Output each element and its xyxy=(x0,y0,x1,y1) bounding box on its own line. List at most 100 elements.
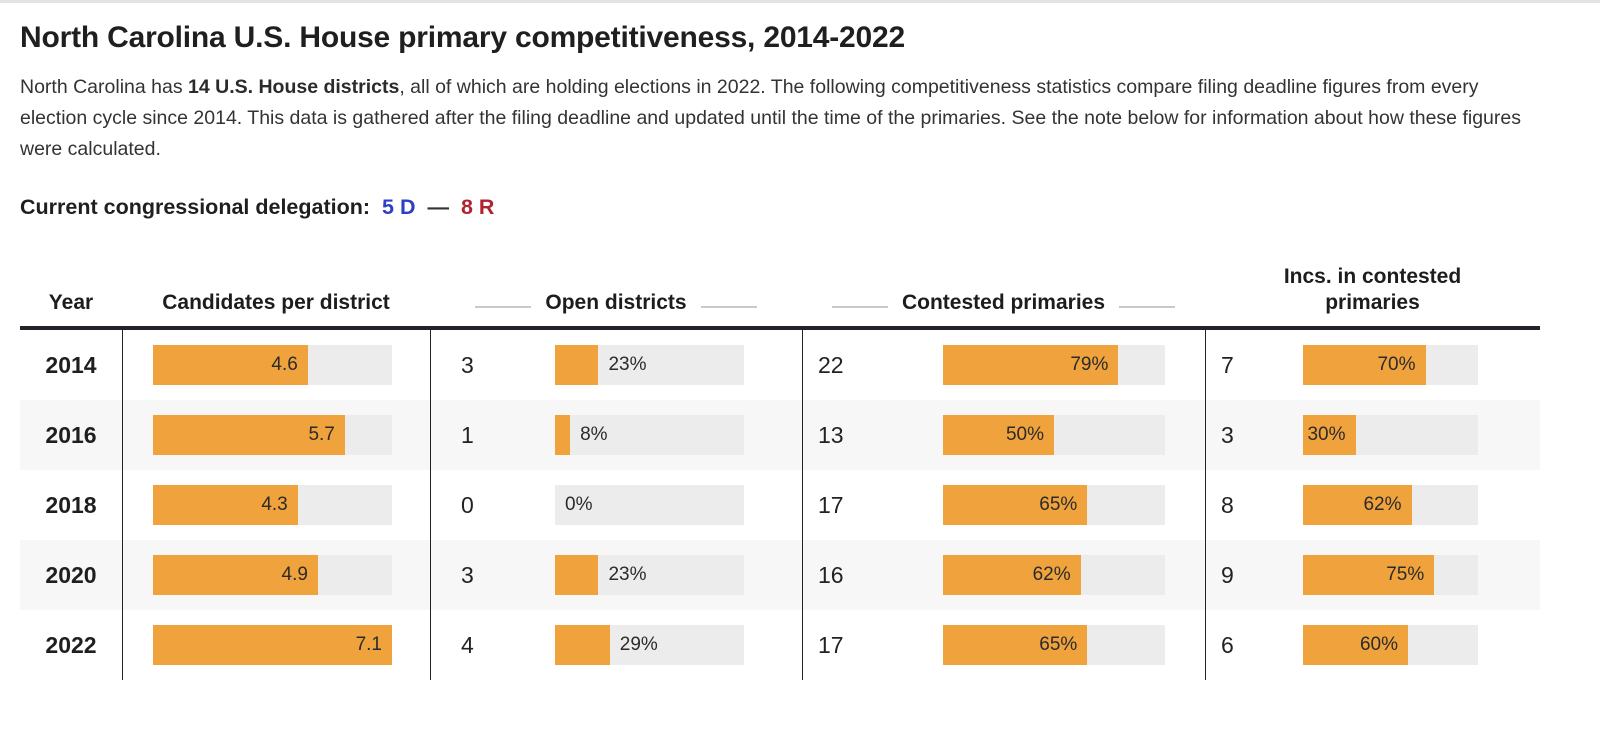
bar-value-label: 65% xyxy=(1039,634,1078,655)
bar-track: 79% xyxy=(943,345,1165,385)
bar-value-label: 23% xyxy=(608,564,647,585)
open-districts-count: 0 xyxy=(461,491,474,518)
bar-track: 4.9 xyxy=(153,555,392,595)
contested-primaries-cell: 17 65% xyxy=(802,610,1205,680)
page-content: North Carolina U.S. House primary compet… xyxy=(0,21,1600,680)
table-row: 2016 5.7 1 8% 13 50% 3 30% xyxy=(20,400,1540,470)
bar-fill xyxy=(943,345,1119,385)
contested-primaries-count: 17 xyxy=(818,491,844,518)
contested-primaries-cell: 22 79% xyxy=(802,330,1205,400)
open-districts-cell: 0 0% xyxy=(430,470,802,540)
bar-value-label: 50% xyxy=(1005,424,1044,445)
bar-value-label: 62% xyxy=(1363,494,1402,515)
open-districts-cell: 3 23% xyxy=(430,330,802,400)
open-districts-count: 1 xyxy=(461,421,474,448)
page-title: North Carolina U.S. House primary compet… xyxy=(20,21,905,54)
bar-fill xyxy=(1303,625,1408,665)
bar-track: 65% xyxy=(943,485,1165,525)
bar-fill xyxy=(1303,345,1426,385)
bar-value-label: 4.3 xyxy=(261,494,288,515)
bar-track: 62% xyxy=(1303,485,1478,525)
bar-value-label: 4.6 xyxy=(271,354,298,375)
bar-track: 50% xyxy=(943,415,1165,455)
incs-in-contested-primaries-cell: 9 75% xyxy=(1205,540,1540,610)
open-districts-cell: 1 8% xyxy=(430,400,802,470)
bar-track: 29% xyxy=(555,625,744,665)
candidates-per-district-cell: 4.3 xyxy=(122,470,430,540)
intro-districts-bold: 14 U.S. House districts xyxy=(188,76,400,98)
candidates-per-district-cell: 7.1 xyxy=(122,610,430,680)
incs-in-contested-primaries-cell: 6 60% xyxy=(1205,610,1540,680)
open-districts-cell: 4 29% xyxy=(430,610,802,680)
column-header-label: Candidates per district xyxy=(162,291,390,314)
intro-text-start: North Carolina has xyxy=(20,76,188,98)
open-districts-count: 4 xyxy=(461,631,474,658)
bar-track: 65% xyxy=(943,625,1165,665)
incs-count: 8 xyxy=(1221,491,1234,518)
bar-fill xyxy=(555,555,599,595)
bar-track: 70% xyxy=(1303,345,1478,385)
intro-paragraph: North Carolina has 14 U.S. House distric… xyxy=(20,72,1535,165)
contested-primaries-cell: 16 62% xyxy=(802,540,1205,610)
header-dash-right xyxy=(1119,306,1176,308)
competitiveness-table: Year Candidates per district Open distri… xyxy=(20,264,1540,680)
bar-value-label: 5.7 xyxy=(308,424,335,445)
candidates-per-district-cell: 4.9 xyxy=(122,540,430,610)
bar-value-label: 8% xyxy=(580,424,608,445)
delegation-line: Current congressional delegation: 5 D — … xyxy=(20,195,1580,220)
bar-value-label: 75% xyxy=(1386,564,1425,585)
table-body: 2014 4.6 3 23% 22 79% 7 70% xyxy=(20,326,1540,680)
bar-value-label: 60% xyxy=(1359,634,1398,655)
bar-value-label: 30% xyxy=(1307,424,1346,445)
bar-value-label: 79% xyxy=(1070,354,1109,375)
bar-fill xyxy=(943,555,1081,595)
bar-track: 4.3 xyxy=(153,485,392,525)
bar-value-label: 65% xyxy=(1039,494,1078,515)
open-districts-count: 3 xyxy=(461,351,474,378)
contested-primaries-cell: 13 50% xyxy=(802,400,1205,470)
incs-count: 6 xyxy=(1221,631,1234,658)
contested-primaries-count: 16 xyxy=(818,561,844,588)
bar-fill xyxy=(153,625,392,665)
bar-value-label: 29% xyxy=(619,634,658,655)
contested-primaries-count: 13 xyxy=(818,421,844,448)
bar-fill xyxy=(1303,485,1412,525)
bar-fill xyxy=(153,415,345,455)
year-cell: 2020 xyxy=(45,561,97,588)
bar-track: 7.1 xyxy=(153,625,392,665)
header-dash-right xyxy=(700,306,757,308)
bar-track: 75% xyxy=(1303,555,1478,595)
bar-track: 5.7 xyxy=(153,415,392,455)
bar-fill xyxy=(943,625,1088,665)
column-header-year: Year xyxy=(48,291,94,314)
incs-in-contested-primaries-cell: 8 62% xyxy=(1205,470,1540,540)
table-row: 2022 7.1 4 29% 17 65% 6 60% xyxy=(20,610,1540,680)
incs-in-contested-primaries-cell: 7 70% xyxy=(1205,330,1540,400)
column-header-label: Incs. in contested primaries xyxy=(1283,265,1462,314)
bar-fill xyxy=(555,345,599,385)
open-districts-cell: 3 23% xyxy=(430,540,802,610)
year-cell: 2022 xyxy=(45,631,97,658)
year-cell: 2016 xyxy=(45,421,97,448)
bar-value-label: 7.1 xyxy=(355,634,382,655)
year-cell: 2018 xyxy=(45,491,97,518)
bar-value-label: 70% xyxy=(1377,354,1416,375)
bar-fill xyxy=(555,415,571,455)
bar-track: 60% xyxy=(1303,625,1478,665)
column-header-candidates-per-district: Candidates per district xyxy=(122,290,430,316)
delegation-republican-count: 8 R xyxy=(460,195,495,219)
bar-fill xyxy=(1303,415,1356,455)
table-row: 2014 4.6 3 23% 22 79% 7 70% xyxy=(20,330,1540,400)
delegation-label: Current congressional delegation: xyxy=(20,195,371,219)
header-dash-left xyxy=(475,306,532,308)
intro-text-end: , all of which are holding elections in … xyxy=(20,76,1521,160)
candidates-per-district-cell: 4.6 xyxy=(122,330,430,400)
bar-track: 23% xyxy=(555,345,744,385)
delegation-separator: — xyxy=(427,195,449,219)
delegation-democrat-count: 5 D xyxy=(382,195,416,219)
bar-track: 23% xyxy=(555,555,744,595)
table-row: 2020 4.9 3 23% 16 62% 9 75% xyxy=(20,540,1540,610)
column-header-incs-in-contested-primaries: Incs. in contested primaries xyxy=(1205,264,1540,316)
bar-fill xyxy=(943,415,1054,455)
incs-count: 7 xyxy=(1221,351,1234,378)
